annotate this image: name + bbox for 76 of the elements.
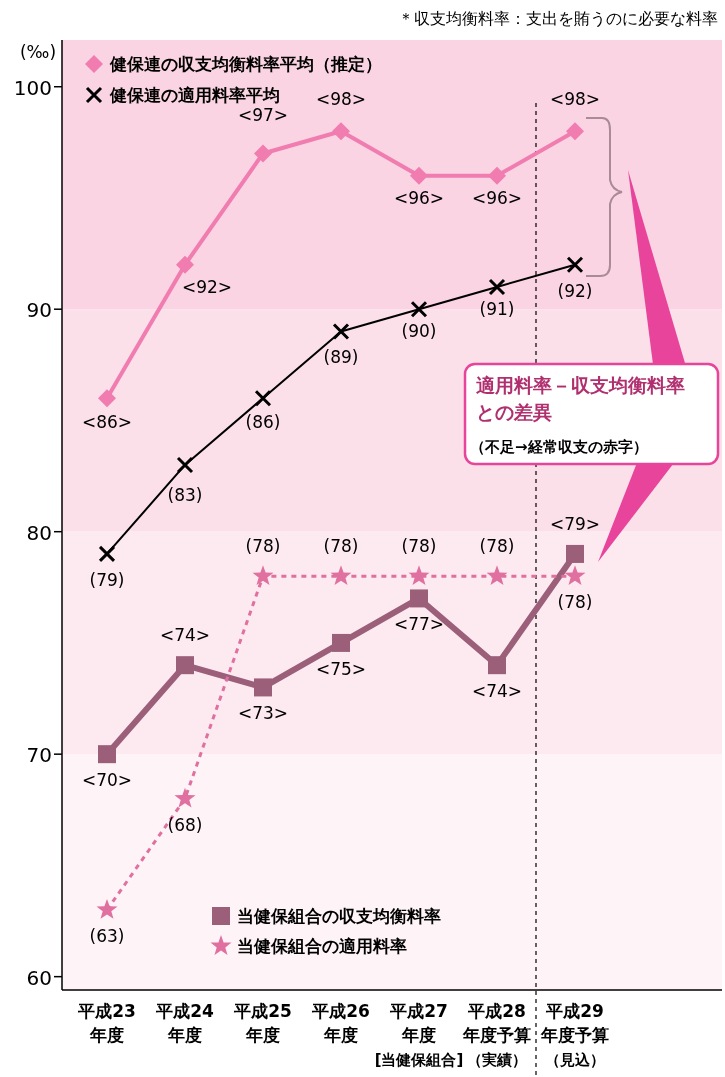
y-tick-label: 60 [26,965,52,990]
point [488,278,506,296]
point [176,656,194,675]
x-tick-label: 平成23年度 [77,1001,136,1045]
data-label: <92> [181,276,233,297]
annotation: （不足→経常収支の赤字） [470,438,648,456]
point [252,565,274,586]
legend-label: 当健保組合の収支均衡料率 [237,906,441,926]
data-label: <74> [471,681,523,702]
point [410,300,428,318]
point [98,389,116,408]
data-label: (63) [89,925,125,946]
point [176,255,194,274]
data-label: <79> [549,513,601,534]
data-label: <75> [315,658,367,679]
data-label: <74> [159,625,211,646]
point [254,144,272,163]
data-label: (78) [245,536,281,557]
point [254,389,272,407]
data-label: <77> [393,614,445,635]
x-tick-label: 平成28年度予算（実績） [462,1001,531,1069]
point [410,589,428,608]
data-label: (78) [557,592,593,613]
legend-label: 健保連の適用料率平均 [109,85,280,105]
x-tick-label: 平成25年度 [233,1001,292,1045]
point [176,456,194,474]
point [332,633,350,652]
point [174,787,196,808]
data-label: (92) [557,280,593,301]
point [98,545,116,563]
point [332,322,350,340]
point [486,565,508,586]
text: ＊収支均衡料率：支出を賄うのに必要な料率 [398,9,718,28]
point [488,166,506,185]
y-tick-label: 100 [13,75,52,100]
data-label: (89) [323,347,359,368]
data-label: <96> [393,187,445,208]
x-tick-label: 平成29年度予算（見込） [540,1001,609,1069]
data-label: (86) [245,412,281,433]
point [332,122,350,141]
data-label: <70> [81,770,133,791]
legend-label: 健保連の収支均衡料率平均（推定） [109,54,382,74]
data-label: (79) [89,569,125,590]
point [410,166,428,185]
y-tick-label: 70 [26,743,52,768]
point [566,256,584,274]
point [408,565,430,586]
point [330,565,352,586]
point [96,898,118,919]
annotation: 適用料率－収支均衡料率との差異 [476,374,685,423]
y-tick-label: 80 [26,520,52,545]
point [566,122,584,141]
data-label: (78) [479,536,515,557]
point [254,678,272,697]
data-label: <97> [237,105,289,126]
data-label: <96> [471,187,523,208]
x-tick-label: 平成24年度 [155,1001,214,1045]
data-label: (78) [401,536,437,557]
point [98,745,116,764]
legend-label: 当健保組合の適用料率 [237,936,407,956]
data-label: (91) [479,298,515,319]
y-axis-title: (‰) [19,42,57,62]
y-tick-label: 90 [26,298,52,323]
data-label: (90) [401,321,437,342]
x-tick-label: 平成26年度 [311,1001,370,1045]
data-label: <98> [549,89,601,110]
data-label: (68) [167,814,203,835]
data-label: <73> [237,703,289,724]
data-label: <86> [81,412,133,433]
data-label: (78) [323,536,359,557]
data-label: <98> [315,89,367,110]
point [488,656,506,675]
x-tick-label: 平成27年度[当健保組合] [374,1001,464,1069]
data-label: (83) [167,484,203,505]
point [566,544,584,563]
point [564,565,586,586]
